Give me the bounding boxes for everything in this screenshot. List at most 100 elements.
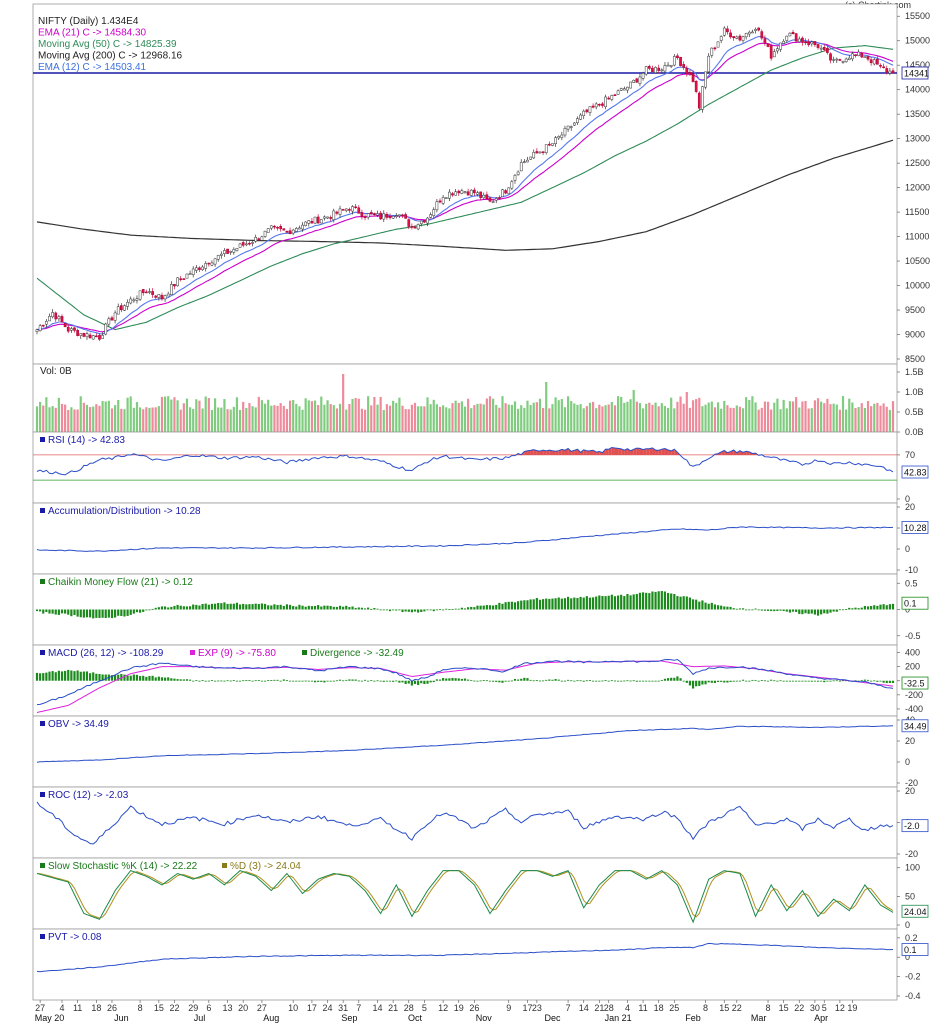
volume-bar — [270, 405, 273, 432]
volume-bar — [470, 408, 473, 432]
x-day-label: 12 — [438, 1003, 448, 1013]
volume-bar — [217, 407, 220, 432]
cmf-bar — [410, 609, 413, 613]
volume-bar — [263, 403, 267, 432]
candle-body — [701, 86, 704, 110]
macd-divergence-bar — [413, 680, 417, 685]
volume-bar — [235, 397, 239, 432]
volume-bar — [135, 402, 139, 432]
cmf-bar — [666, 592, 670, 610]
macd-divergence-bar — [841, 680, 845, 682]
volume-bar — [313, 400, 317, 432]
candle-body — [416, 224, 420, 230]
volume-bar — [73, 409, 76, 432]
cmf-bar — [482, 605, 485, 610]
volume-bar — [873, 403, 876, 432]
candle-body — [869, 59, 873, 64]
volume-bar — [417, 406, 420, 432]
volume-bar — [388, 405, 392, 432]
volume-bar — [710, 401, 713, 432]
macd-divergence-bar — [301, 680, 304, 682]
cmf-bar — [582, 597, 585, 610]
last-value-box — [901, 521, 929, 534]
macd-divergence-bar — [588, 680, 592, 681]
volume-bar — [492, 398, 495, 432]
cmf-bar — [710, 602, 713, 610]
cmf-bar — [285, 604, 289, 610]
cmf-bar — [788, 609, 791, 613]
volume-bar — [791, 401, 795, 432]
candle-body — [391, 215, 395, 219]
macd-divergence-bar — [816, 680, 820, 682]
macd-divergence-bar — [304, 680, 307, 682]
ema21-line — [36, 41, 894, 333]
cmf-bar — [79, 609, 82, 618]
macd-divergence-bar — [442, 678, 445, 681]
y-tick-label: 100 — [905, 863, 920, 873]
macd-divergence-bar — [176, 679, 179, 681]
cmf-bar — [417, 609, 420, 613]
cmf-bar — [773, 609, 776, 612]
macd-divergence-bar — [729, 680, 732, 682]
x-day-label: 25 — [669, 1003, 679, 1013]
x-day-label: 28 — [404, 1003, 414, 1013]
candle-body — [210, 262, 214, 266]
macd-divergence-bar — [473, 680, 476, 682]
cmf-bar — [473, 607, 476, 610]
candle-body — [166, 293, 170, 297]
volume-bar — [326, 400, 329, 432]
cmf-bar — [457, 608, 460, 610]
candle-body — [326, 216, 329, 219]
candle-body — [66, 326, 70, 332]
macd-divergence-bar — [551, 679, 554, 681]
candle-body — [135, 298, 139, 301]
volume-bar — [848, 398, 851, 432]
cmf-bar — [851, 608, 854, 610]
macd-divergence-bar — [85, 671, 89, 681]
candle-body — [169, 284, 173, 296]
last-value-label: 42.83 — [904, 468, 927, 478]
macd-divergence-bar — [682, 680, 685, 682]
volume-bar — [682, 403, 685, 432]
macd-divergence-bar — [579, 680, 582, 682]
y-tick-label: 0.5 — [905, 578, 918, 588]
macd-divergence-bar — [245, 680, 248, 681]
rsi-title: RSI (14) -> 42.83 — [48, 435, 125, 446]
volume-bar — [457, 402, 460, 432]
volume-bar — [54, 407, 57, 432]
candle-body — [382, 213, 386, 220]
candle-body — [191, 268, 195, 275]
macd-divergence-bar — [126, 675, 129, 681]
candle-body — [110, 317, 114, 321]
cmf-bar — [64, 609, 67, 614]
x-day-label: 28 — [604, 1003, 614, 1013]
macd-divergence-bar — [670, 677, 673, 681]
x-day-label: 10 — [288, 1003, 298, 1013]
volume-bar — [367, 396, 370, 432]
volume-bar — [420, 406, 423, 432]
volume-bar — [360, 408, 363, 432]
macd-divergence-bar — [370, 679, 373, 681]
volume-bar — [654, 402, 657, 432]
candle-body — [123, 305, 126, 311]
macd-divergence-bar — [860, 680, 863, 681]
cmf-bar — [104, 609, 107, 618]
volume-bar — [735, 405, 738, 432]
candle-body — [641, 73, 645, 79]
x-day-label: 23 — [532, 1003, 542, 1013]
volume-bar — [854, 407, 857, 432]
macd-divergence-bar — [504, 680, 507, 682]
macd-divergence-bar — [207, 680, 210, 682]
cmf-bar — [332, 606, 335, 610]
candle-body — [266, 228, 270, 233]
macd-divergence-bar — [820, 680, 823, 682]
candle-body — [57, 316, 61, 320]
volume-bar — [513, 401, 517, 432]
candle-body — [163, 295, 167, 300]
macd-divergence-bar — [235, 680, 239, 682]
candle-body — [563, 128, 567, 136]
volume-bar — [448, 408, 451, 432]
macd-divergence-bar — [345, 679, 348, 681]
cmf-bar — [317, 605, 320, 610]
last-value-label: 0.1 — [904, 599, 917, 609]
